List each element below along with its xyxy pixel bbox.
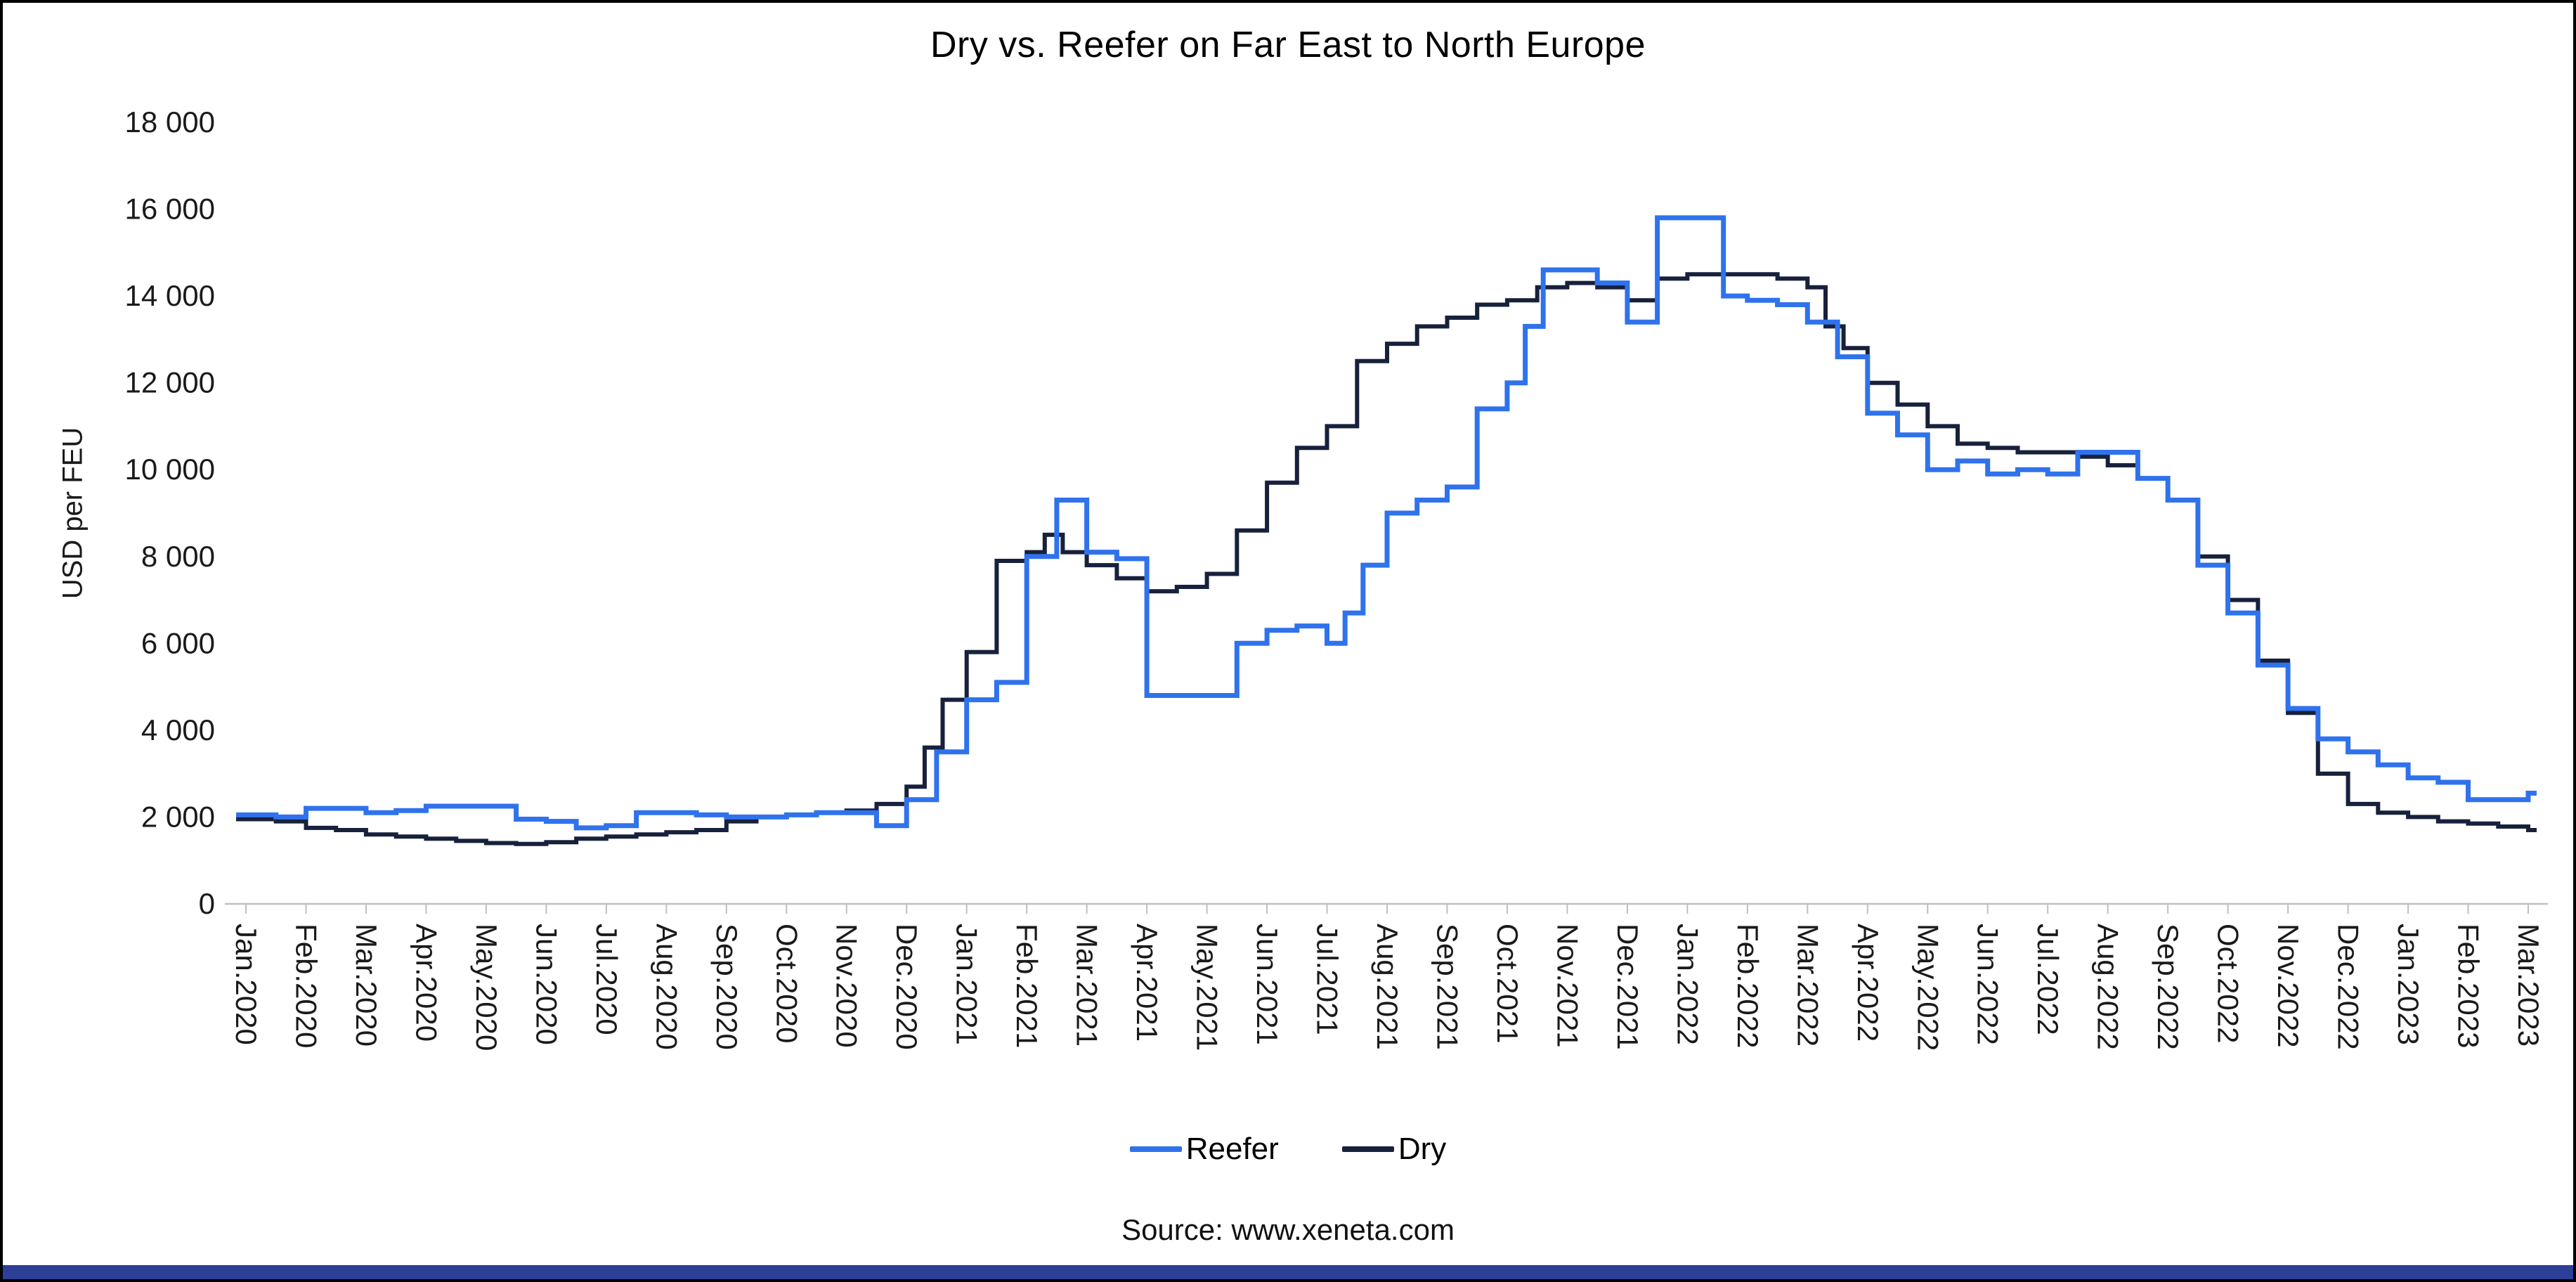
x-tick-label: Feb.2022: [1731, 924, 1764, 1048]
x-tick-label: Apr.2022: [1852, 924, 1885, 1042]
x-tick-label: May.2022: [1911, 924, 1944, 1051]
chart-title: Dry vs. Reefer on Far East to North Euro…: [930, 25, 1646, 65]
y-tick-label: 0: [199, 887, 215, 920]
x-tick-label: Mar.2021: [1071, 924, 1104, 1047]
x-tick-label: May.2020: [470, 924, 503, 1051]
x-tick-label: Sep.2020: [710, 924, 743, 1050]
legend-label-reefer: Reefer: [1185, 1132, 1279, 1166]
x-tick-label: Mar.2022: [1791, 924, 1824, 1047]
x-tick-label: Oct.2021: [1491, 924, 1524, 1043]
x-tick-label: Feb.2023: [2452, 924, 2485, 1048]
y-tick-label: 2 000: [141, 800, 215, 833]
legend-item-dry: Dry: [1341, 1132, 1447, 1167]
x-tick-label: Oct.2020: [770, 924, 803, 1043]
x-tick-label: Nov.2022: [2272, 924, 2305, 1048]
x-tick-label: Mar.2020: [350, 924, 383, 1047]
x-tick-label: Mar.2023: [2512, 924, 2545, 1047]
reefer-line-swatch: [1129, 1146, 1182, 1152]
x-tick-label: Jan.2023: [2392, 924, 2425, 1045]
x-tick-label: Jan.2020: [230, 924, 263, 1045]
x-tick-label: Jul.2022: [2031, 924, 2064, 1035]
reefer-line: [236, 215, 2537, 831]
x-tick-label: Apr.2020: [410, 924, 443, 1042]
bottom-accent-bar: [3, 1265, 2573, 1279]
source-text: Source: www.xeneta.com: [1121, 1213, 1455, 1246]
x-tick-label: Jul.2021: [1311, 924, 1344, 1035]
x-tick-label: Feb.2021: [1010, 924, 1043, 1048]
x-tick-label: May.2021: [1191, 924, 1224, 1051]
legend-label-dry: Dry: [1398, 1132, 1447, 1166]
x-tick-label: Nov.2020: [831, 924, 864, 1048]
y-tick-label: 14 000: [125, 279, 215, 312]
x-tick-label: Jan.2022: [1671, 924, 1704, 1045]
x-tick-label: Jun.2021: [1251, 924, 1284, 1045]
legend-item-reefer: Reefer: [1129, 1132, 1279, 1167]
x-tick-label: Oct.2022: [2212, 924, 2245, 1043]
x-tick-label: Sep.2021: [1431, 924, 1464, 1050]
x-tick-label: Apr.2021: [1131, 924, 1164, 1042]
plot-area: Jan.2020 Feb.2020 Mar.2020 Apr.2020 May.2020…: [125, 105, 2548, 1051]
x-tick-label: Dec.2022: [2332, 924, 2365, 1050]
y-tick-label: 4 000: [141, 713, 215, 746]
x-tick-label: Sep.2022: [2152, 924, 2185, 1050]
x-tick-label: Aug.2021: [1371, 924, 1404, 1050]
x-tick-label: Jun.2020: [530, 924, 563, 1045]
x-tick-label: Feb.2020: [290, 924, 323, 1048]
y-tick-label: 12 000: [125, 366, 215, 399]
y-tick-label: 10 000: [125, 453, 215, 486]
x-tick-label: Aug.2022: [2092, 924, 2125, 1050]
y-tick-label: 6 000: [141, 626, 215, 659]
legend: Reefer Dry: [3, 1132, 2573, 1167]
y-tick-label: 8 000: [141, 540, 215, 573]
x-tick-label: Aug.2020: [650, 924, 683, 1050]
x-tick-label: Jul.2020: [590, 924, 623, 1035]
x-tick-label: Jan.2021: [951, 924, 984, 1045]
y-tick-label: 18 000: [125, 105, 215, 138]
x-tick-label: Nov.2021: [1551, 924, 1584, 1048]
x-tick-label: Dec.2021: [1611, 924, 1644, 1050]
y-tick-label: 16 000: [125, 193, 215, 226]
dry-line-swatch: [1341, 1146, 1394, 1152]
x-tick-label: Dec.2020: [890, 924, 923, 1050]
x-tick-label: Jun.2022: [1972, 924, 2005, 1045]
